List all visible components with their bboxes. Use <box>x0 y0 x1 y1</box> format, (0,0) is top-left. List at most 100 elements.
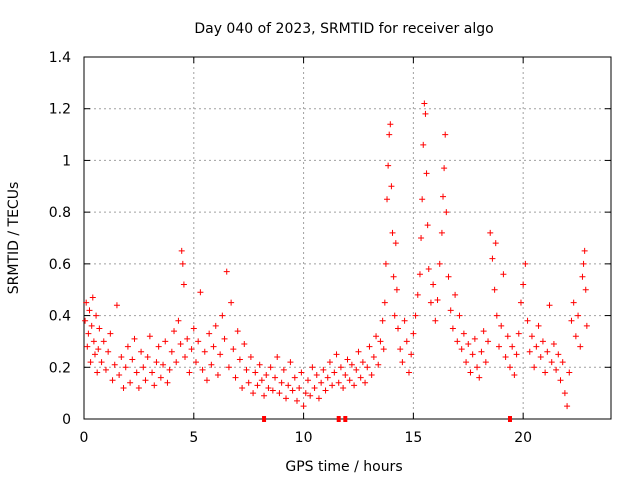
data-point <box>186 369 193 376</box>
data-point <box>566 369 573 376</box>
data-point <box>320 366 327 373</box>
data-point <box>82 317 89 324</box>
data-point <box>254 382 261 389</box>
y-axis-label: SRMTID / TECUs <box>6 182 22 295</box>
data-point <box>559 359 566 366</box>
data-point <box>243 366 250 373</box>
data-point <box>452 291 459 298</box>
data-point <box>506 364 513 371</box>
data-point <box>87 359 94 366</box>
data-point <box>395 325 402 332</box>
data-point <box>85 330 92 337</box>
data-point <box>410 330 417 337</box>
data-point <box>491 286 498 293</box>
x-tick-label: 0 <box>80 430 89 446</box>
data-point <box>84 343 91 350</box>
data-point <box>379 317 386 324</box>
data-point <box>583 322 590 329</box>
data-point <box>445 273 452 280</box>
data-point <box>460 330 467 337</box>
data-point <box>487 229 494 236</box>
data-point <box>232 374 239 381</box>
data-point <box>261 392 268 399</box>
data-point <box>557 377 564 384</box>
data-point <box>424 222 431 229</box>
data-point <box>302 390 309 397</box>
data-point <box>293 397 300 404</box>
data-point <box>359 359 366 366</box>
data-point <box>381 299 388 306</box>
data-point <box>553 366 560 373</box>
data-point <box>509 343 516 350</box>
data-point <box>210 343 217 350</box>
data-point <box>442 131 449 138</box>
x-tick-label: 20 <box>514 430 532 446</box>
y-tick-label: 1.4 <box>49 50 71 66</box>
data-point <box>252 369 259 376</box>
data-point <box>403 338 410 345</box>
data-point <box>580 260 587 267</box>
data-point <box>469 351 476 358</box>
data-point <box>298 369 305 376</box>
data-point <box>190 325 197 332</box>
data-point <box>513 351 520 358</box>
data-point <box>94 369 101 376</box>
data-point <box>454 338 461 345</box>
data-point <box>408 351 415 358</box>
data-point <box>89 294 96 301</box>
data-point <box>520 281 527 288</box>
data-point <box>83 299 90 306</box>
data-point <box>432 317 439 324</box>
data-point <box>182 353 189 360</box>
data-point <box>515 330 522 337</box>
data-point <box>399 359 406 366</box>
data-point <box>162 338 169 345</box>
data-point <box>177 341 184 348</box>
data-point <box>393 286 400 293</box>
baseline-marker <box>343 416 348 422</box>
y-tick-label: 0.2 <box>49 360 71 376</box>
data-point <box>418 235 425 241</box>
data-point <box>113 302 120 309</box>
x-tick-label: 15 <box>404 430 422 446</box>
data-point <box>223 268 230 275</box>
data-point <box>138 348 145 355</box>
data-point <box>401 317 408 324</box>
data-point <box>265 384 272 391</box>
data-point <box>489 255 496 262</box>
data-point <box>197 289 204 296</box>
data-point <box>568 317 575 324</box>
y-tick-labels: 0 0.2 0.4 0.6 0.8 1 1.2 1.4 <box>49 50 71 428</box>
data-point <box>427 299 434 306</box>
data-point <box>201 348 208 355</box>
data-point <box>443 209 450 216</box>
data-point <box>267 364 274 371</box>
data-point <box>504 333 511 340</box>
data-point <box>476 374 483 381</box>
data-point <box>192 359 199 366</box>
baseline-markers <box>262 416 512 422</box>
data-point <box>171 328 178 335</box>
data-point <box>280 366 287 373</box>
data-point <box>315 395 322 402</box>
data-point <box>329 382 336 389</box>
data-point <box>364 364 371 371</box>
data-point <box>203 377 210 384</box>
data-point <box>342 372 349 379</box>
data-point <box>430 281 437 288</box>
data-point <box>355 348 362 355</box>
data-points <box>82 100 590 410</box>
data-point <box>412 312 419 319</box>
data-point <box>340 384 347 391</box>
data-point <box>86 307 93 314</box>
baseline-marker <box>336 416 341 422</box>
data-point <box>561 390 568 397</box>
data-point <box>140 364 147 371</box>
data-point <box>88 322 95 329</box>
data-point <box>236 356 243 363</box>
data-point <box>285 382 292 389</box>
data-point <box>385 162 392 169</box>
ticks <box>83 56 611 420</box>
data-point <box>436 260 443 267</box>
data-point <box>212 322 219 329</box>
